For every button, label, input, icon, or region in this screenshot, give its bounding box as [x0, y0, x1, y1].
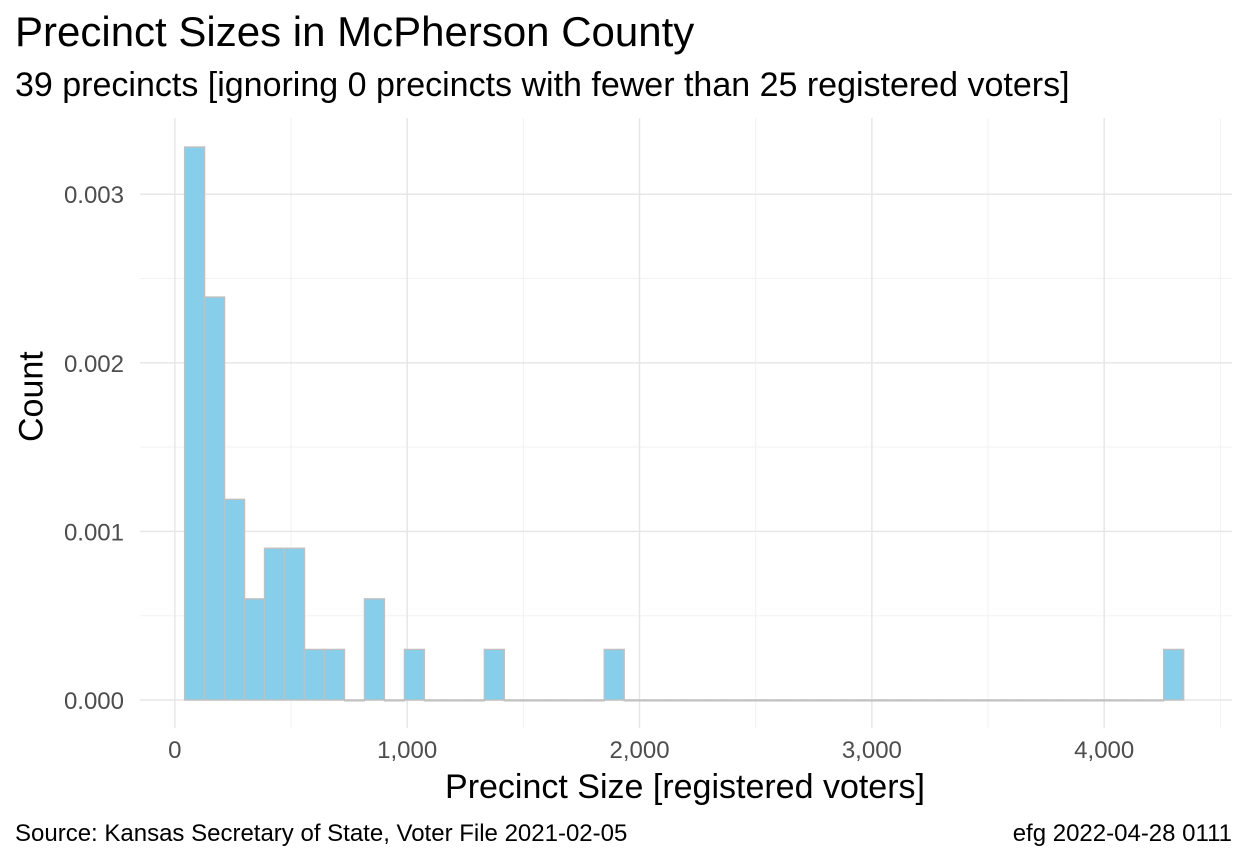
histogram-bar	[463, 699, 486, 702]
histogram-bar	[523, 699, 545, 702]
histogram-bar	[383, 699, 406, 702]
histogram-bar	[1103, 699, 1125, 702]
histogram-bar	[863, 699, 885, 702]
y-tick-labels: 0.000 0.001 0.002 0.003	[64, 182, 124, 715]
y-tick-label: 0.003	[64, 182, 124, 209]
histogram-bar	[423, 699, 446, 702]
histogram-bar	[643, 699, 665, 702]
histogram-bar	[663, 699, 685, 702]
histogram-bar	[763, 699, 785, 702]
x-tick-label: 0	[168, 737, 181, 764]
histogram-bar	[283, 547, 306, 701]
histogram-bar	[723, 699, 745, 702]
histogram-bar	[923, 699, 945, 702]
histogram-bar	[443, 699, 466, 702]
histogram-bars	[183, 146, 1185, 702]
histogram-bar	[1023, 699, 1045, 702]
histogram-bar	[263, 547, 286, 701]
histogram-bar	[1143, 699, 1165, 702]
histogram-bar	[903, 699, 925, 702]
histogram-bar	[823, 699, 845, 702]
histogram-bar	[223, 498, 246, 701]
x-tick-label: 3,000	[842, 737, 902, 764]
histogram-bar	[883, 699, 905, 702]
y-tick-label: 0.002	[64, 351, 124, 378]
histogram-bar	[843, 699, 865, 702]
x-tick-labels: 0 1,000 2,000 3,000 4,000	[168, 737, 1134, 764]
histogram-bar	[1043, 699, 1065, 702]
histogram-bar	[963, 699, 985, 702]
chart-title: Precinct Sizes in McPherson County	[15, 8, 695, 55]
grid-major	[140, 118, 1232, 728]
histogram-bar	[323, 648, 346, 701]
histogram-bar	[363, 598, 386, 701]
histogram-bar	[683, 699, 705, 702]
chart-subtitle: 39 precincts [ignoring 0 precincts with …	[15, 66, 1070, 104]
histogram-bar	[343, 699, 366, 702]
histogram-bar	[483, 648, 506, 701]
histogram-bar	[543, 699, 565, 702]
x-tick-label: 1,000	[377, 737, 437, 764]
histogram-bar	[703, 699, 725, 702]
histogram-bar	[1162, 648, 1185, 701]
histogram-bar	[1003, 699, 1025, 702]
histogram-bar	[623, 699, 645, 702]
y-tick-label: 0.000	[64, 688, 124, 715]
histogram-bar	[1123, 699, 1145, 702]
x-tick-label: 4,000	[1074, 737, 1134, 764]
grid-minor	[140, 118, 1232, 728]
y-axis-label: Count	[12, 351, 51, 442]
histogram-bar	[183, 146, 206, 701]
histogram-bar	[203, 296, 226, 701]
histogram-bar	[983, 699, 1005, 702]
histogram-bar	[1063, 699, 1085, 702]
histogram-bar	[563, 699, 585, 702]
histogram-bar	[403, 648, 426, 701]
histogram-bar	[603, 648, 625, 701]
histogram-bar	[583, 699, 605, 702]
histogram-bar	[943, 699, 965, 702]
histogram-bar	[1083, 699, 1105, 702]
histogram-bar	[743, 699, 765, 702]
timestamp-caption: efg 2022-04-28 0111	[1012, 820, 1232, 847]
histogram-bar	[243, 598, 266, 701]
histogram-bar	[803, 699, 825, 702]
histogram-bar	[303, 648, 326, 701]
histogram-bar	[503, 699, 525, 702]
x-axis-label: Precinct Size [registered voters]	[445, 768, 925, 806]
y-tick-label: 0.001	[64, 519, 124, 546]
x-tick-label: 2,000	[610, 737, 670, 764]
histogram-bar	[783, 699, 805, 702]
source-caption: Source: Kansas Secretary of State, Voter…	[15, 820, 628, 847]
